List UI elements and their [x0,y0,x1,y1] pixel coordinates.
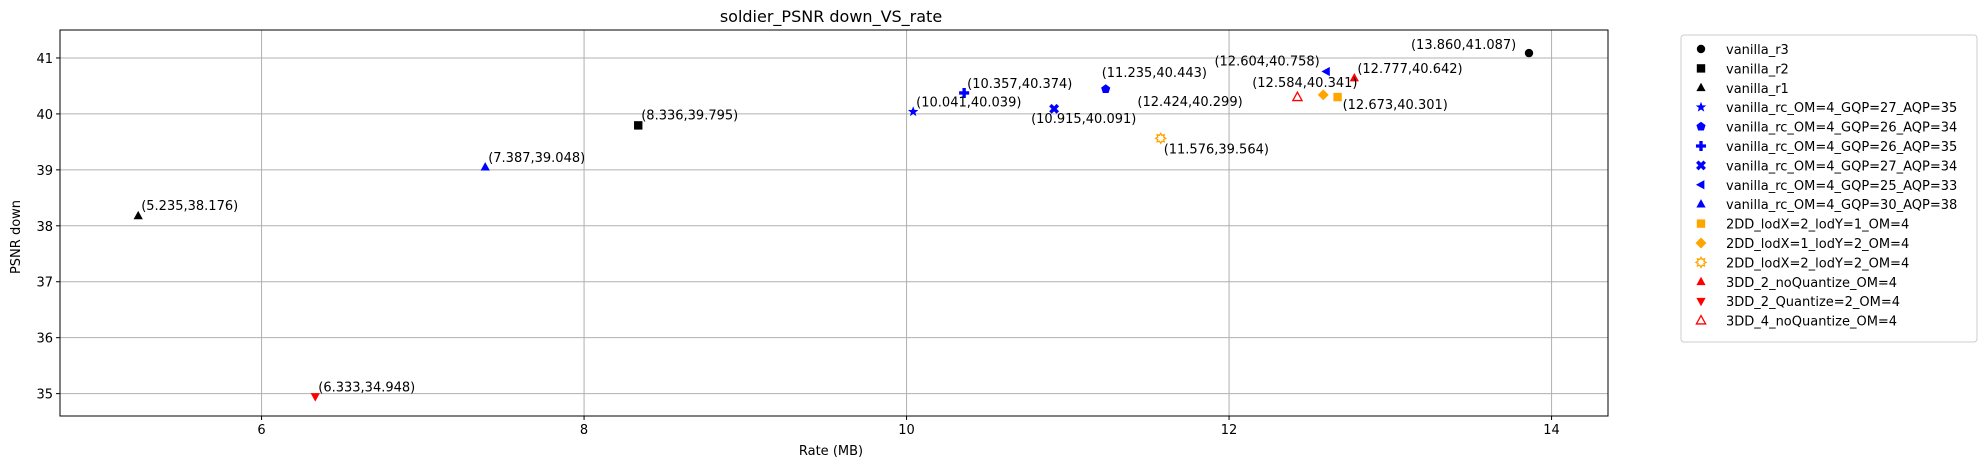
legend-marker [1695,237,1707,249]
legend-marker [1696,199,1706,208]
legend-marker [1696,64,1706,73]
legend-marker [1696,219,1706,228]
legend-label: vanilla_rc_OM=4_GQP=26_AQP=35 [1726,140,1957,155]
data-label: (13.860,41.087) [1411,38,1516,53]
legend-label: vanilla_rc_OM=4_GQP=30_AQP=38 [1726,198,1957,213]
data-point [907,106,919,117]
y-tick-label: 37 [36,276,53,291]
legend-marker [1695,140,1707,152]
legend-label: vanilla_rc_OM=4_GQP=27_AQP=34 [1726,159,1957,174]
legend-marker [1695,314,1707,325]
legend-label: 2DD_lodX=2_lodY=1_OM=4 [1726,218,1909,233]
y-tick-label: 39 [36,164,53,179]
x-tick-label: 10 [898,423,915,438]
legend-label: 3DD_2_noQuantize_OM=4 [1726,276,1897,291]
legend-label: vanilla_r1 [1726,82,1789,97]
y-axis-title: PSNR down [9,200,24,274]
data-labels: (13.860,41.087) (8.336,39.795) (5.235,38.1… [141,38,1516,395]
legend: vanilla_r3 vanilla_r2 vanilla_r1 vanilla_rc… [1680,34,1978,343]
legend-label: 3DD_4_noQuantize_OM=4 [1726,315,1897,330]
legend-marker [1696,121,1706,131]
data-point [1049,103,1060,114]
data-point [480,162,490,171]
legend-marker [1696,297,1706,307]
x-tick-label: 8 [580,423,588,438]
x-tick-label: 6 [257,423,265,438]
data-point [1321,66,1330,77]
data-label: (10.357,40.374) [967,77,1072,92]
data-point [1101,84,1111,94]
legend-marker [1696,82,1706,92]
legend-label: vanilla_r3 [1726,43,1789,58]
y-tick-label: 40 [36,108,53,123]
legend-marker [1695,101,1707,112]
legend-marker [1695,180,1705,190]
data-point [1317,89,1329,101]
data-label: (10.041,40.039) [916,96,1021,111]
data-points [133,48,1534,402]
data-point [1349,72,1359,82]
data-label: (12.604,40.758) [1214,55,1319,70]
data-label: (11.576,39.564) [1164,142,1269,157]
legend-marker [1696,160,1706,171]
legend-marker [1696,44,1706,54]
x-tick-label: 14 [1543,423,1560,438]
y-tick-label: 38 [36,220,53,235]
data-point [1524,48,1534,58]
legend-label: vanilla_rc_OM=4_GQP=25_AQP=33 [1726,179,1957,194]
x-axis-title: Rate (MB) [799,444,863,459]
data-label: (12.777,40.642) [1357,62,1462,77]
data-point [634,121,643,130]
data-point [133,210,143,220]
y-tick-label: 41 [36,52,53,67]
legend-label: 2DD_lodX=2_lodY=2_OM=4 [1726,256,1909,271]
data-label: (5.235,38.176) [141,199,238,214]
data-label: (8.336,39.795) [641,108,738,123]
grid [60,30,1608,416]
data-label: (10.915,40.091) [1031,112,1136,127]
data-point [959,87,970,99]
legend-label: vanilla_rc_OM=4_GQP=26_AQP=34 [1726,121,1957,136]
y-tick-label: 35 [36,388,53,403]
data-label: (12.424,40.299) [1137,95,1242,110]
legend-label: 3DD_2_Quantize=2_OM=4 [1726,295,1900,310]
plot-area-frame [59,29,1609,417]
data-label: (7.387,39.048) [488,151,585,166]
legend-label: vanilla_rc_OM=4_GQP=27_AQP=35 [1726,101,1957,116]
data-point [310,393,320,402]
data-label: (6.333,34.948) [318,381,415,396]
legend-box [1680,34,1978,343]
data-label: (12.584,40.341) [1252,76,1357,91]
legend-label: 2DD_lodX=1_lodY=2_OM=4 [1726,237,1909,252]
legend-label: vanilla_r2 [1726,62,1789,77]
y-tick-label: 36 [36,332,53,347]
axis-ticks: 6 8 10 12 14 35 36 37 38 39 40 41 [36,52,1559,438]
legend-marker [1694,256,1708,269]
data-point [1154,131,1168,145]
legend-marker [1696,276,1706,286]
data-label: (11.235,40.443) [1102,66,1207,81]
chart-title: soldier_PSNR down_VS_rate [720,7,942,27]
data-label: (12.673,40.301) [1343,98,1448,113]
data-point [1291,90,1304,102]
x-tick-label: 12 [1221,423,1238,438]
data-point [1333,92,1342,102]
